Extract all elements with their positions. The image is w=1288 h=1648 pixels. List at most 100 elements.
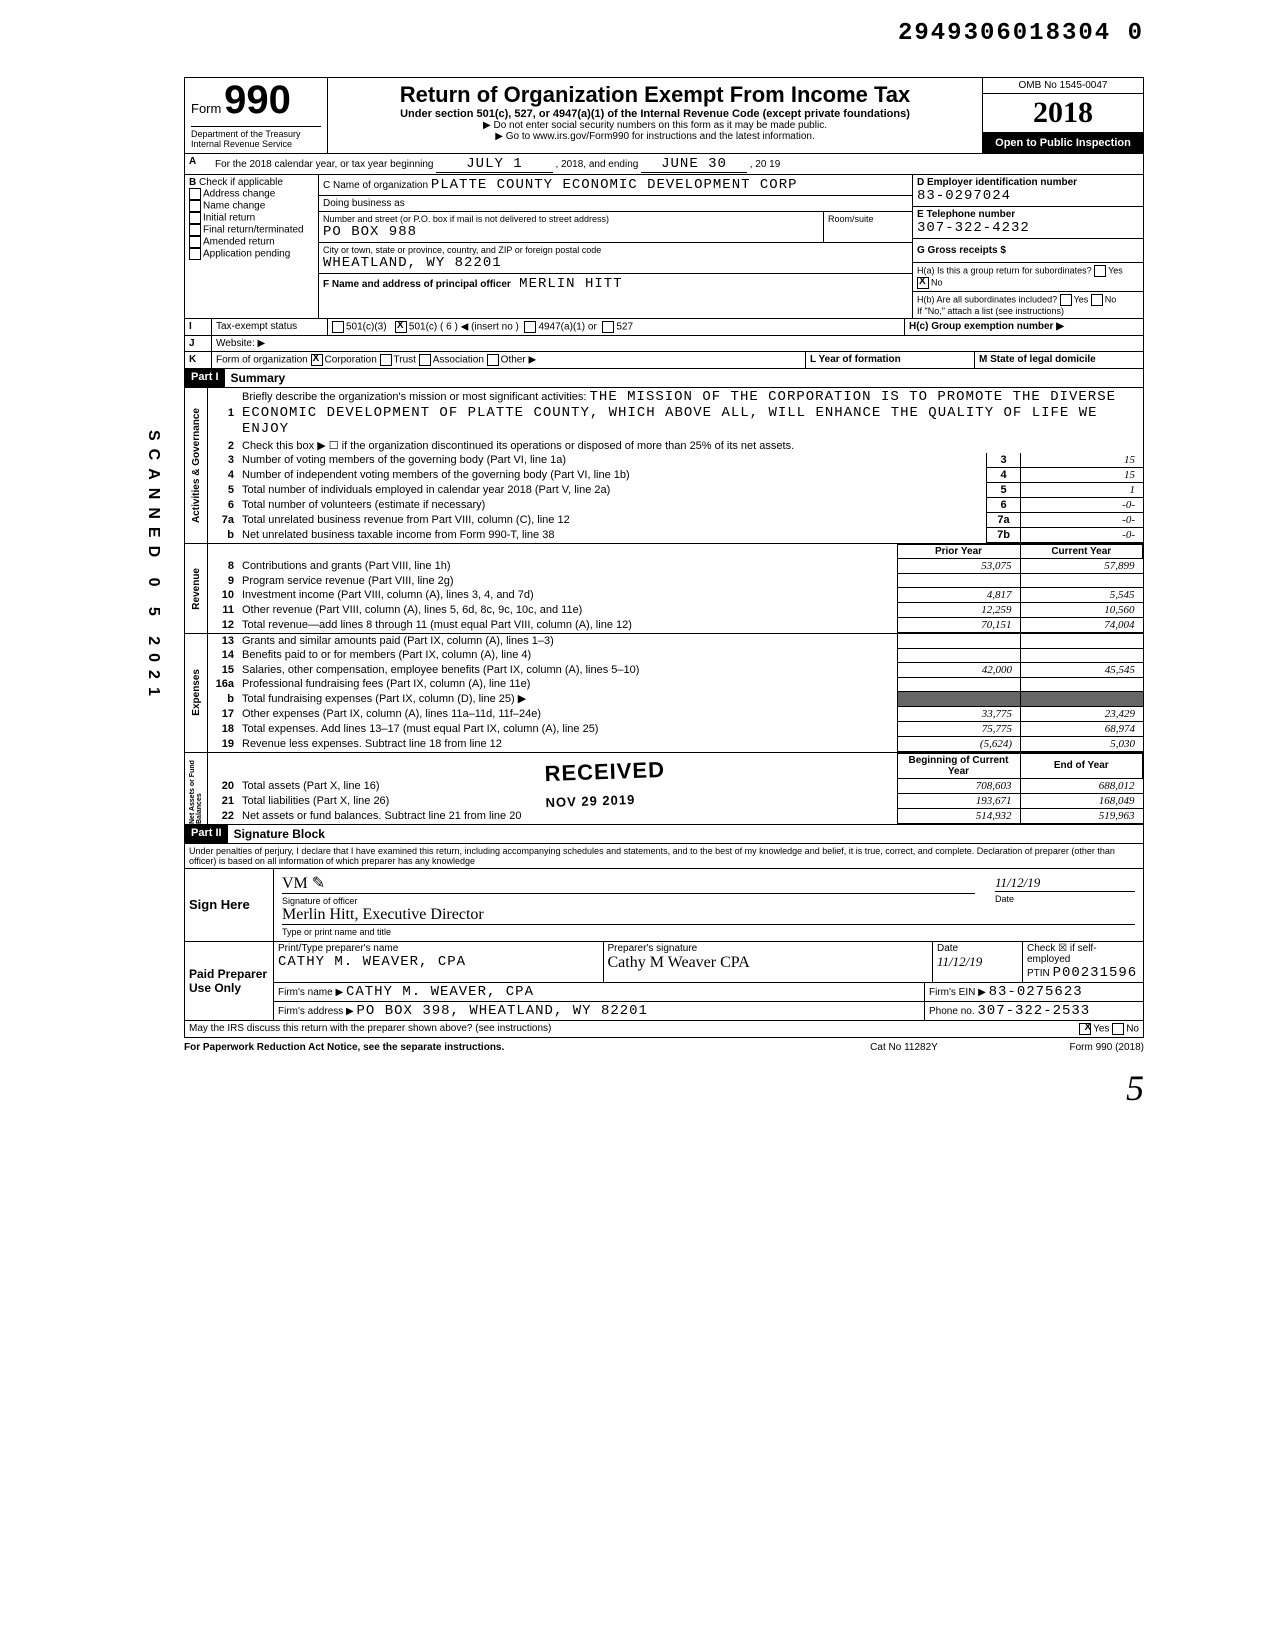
part2-title: Signature Block bbox=[228, 825, 331, 843]
chk-trust[interactable] bbox=[380, 354, 392, 366]
exp19: Revenue less expenses. Subtract line 18 … bbox=[238, 736, 898, 751]
sig-name-label: Type or print name and title bbox=[282, 927, 1135, 937]
ptin-lbl: PTIN bbox=[1027, 968, 1050, 979]
street-label: Number and street (or P.O. box if mail i… bbox=[323, 214, 819, 224]
hb-no[interactable] bbox=[1091, 294, 1103, 306]
officer-signature: VM ✎ bbox=[282, 873, 325, 893]
part2-header: Part II Signature Block bbox=[184, 825, 1144, 844]
exp15p: 42,000 bbox=[898, 662, 1021, 677]
lbl-corp: Corporation bbox=[325, 355, 377, 366]
hb-yes[interactable] bbox=[1060, 294, 1072, 306]
received-stamp: RECEIVED NOV 29 2019 bbox=[544, 756, 666, 812]
ha-yes[interactable] bbox=[1094, 265, 1106, 277]
p1-5: Total number of individuals employed in … bbox=[238, 483, 987, 498]
firm-name-lbl: Firm's name ▶ bbox=[278, 987, 343, 998]
p1-2: Check this box ▶ ☐ if the organization d… bbox=[238, 438, 1143, 453]
l-label: L Year of formation bbox=[810, 354, 901, 365]
net20c: 688,012 bbox=[1020, 778, 1143, 793]
form-title: Return of Organization Exempt From Incom… bbox=[332, 82, 978, 108]
chk-501c3[interactable] bbox=[332, 321, 344, 333]
exp15c: 45,545 bbox=[1021, 662, 1144, 677]
exp13: Grants and similar amounts paid (Part IX… bbox=[238, 634, 898, 648]
sig-date-label: Date bbox=[995, 894, 1135, 904]
chk-address-change[interactable] bbox=[189, 188, 201, 200]
form-header: Form 990 Department of the Treasury Inte… bbox=[184, 77, 1144, 154]
p1-3: Number of voting members of the governin… bbox=[238, 453, 987, 468]
p1-6v: -0- bbox=[1021, 498, 1144, 513]
form-subtitle: Under section 501(c), 527, or 4947(a)(1)… bbox=[332, 108, 978, 120]
chk-other[interactable] bbox=[487, 354, 499, 366]
exp19p: (5,624) bbox=[898, 736, 1021, 751]
exp16a: Professional fundraising fees (Part IX, … bbox=[238, 677, 898, 691]
footer-row: For Paperwork Reduction Act Notice, see … bbox=[184, 1038, 1144, 1057]
chk-initial-return[interactable] bbox=[189, 212, 201, 224]
irs-no[interactable] bbox=[1112, 1023, 1124, 1035]
side-expenses: Expenses bbox=[191, 669, 202, 716]
lbl-other: Other ▶ bbox=[501, 355, 536, 366]
e-label: E Telephone number bbox=[917, 209, 1139, 220]
part1-title: Summary bbox=[225, 369, 292, 387]
chk-assoc[interactable] bbox=[419, 354, 431, 366]
sign-here-block: Sign Here VM ✎ Signature of officer 11/1… bbox=[184, 869, 1144, 942]
lbl-assoc: Association bbox=[433, 355, 484, 366]
street-value: PO BOX 988 bbox=[323, 224, 819, 240]
chk-final-return[interactable] bbox=[189, 224, 201, 236]
chk-app-pending[interactable] bbox=[189, 248, 201, 260]
year-20: , 20 19 bbox=[750, 159, 781, 170]
rev8c: 57,899 bbox=[1020, 559, 1143, 574]
net21c: 168,049 bbox=[1020, 793, 1143, 808]
prep-name-lbl: Print/Type preparer's name bbox=[278, 943, 398, 954]
paperwork-notice: For Paperwork Reduction Act Notice, see … bbox=[184, 1042, 824, 1053]
lbl-amended: Amended return bbox=[203, 237, 275, 248]
hb-label: H(b) Are all subordinates included? bbox=[917, 294, 1057, 304]
note-ssn: ▶ Do not enter social security numbers o… bbox=[332, 120, 978, 131]
section-expenses: Expenses 13Grants and similar amounts pa… bbox=[184, 634, 1144, 753]
rev12c: 74,004 bbox=[1020, 618, 1143, 633]
lbl-name-change: Name change bbox=[203, 201, 265, 212]
rev10: Investment income (Part VIII, column (A)… bbox=[238, 588, 897, 603]
lbl-final-return: Final return/terminated bbox=[203, 225, 304, 236]
form-org-label: Form of organization bbox=[216, 355, 308, 366]
rev8: Contributions and grants (Part VIII, lin… bbox=[238, 559, 897, 574]
lbl-address-change: Address change bbox=[203, 189, 275, 200]
chk-corp[interactable] bbox=[311, 354, 323, 366]
chk-4947[interactable] bbox=[524, 321, 536, 333]
exp15: Salaries, other compensation, employee b… bbox=[238, 662, 898, 677]
sig-officer-label: Signature of officer bbox=[282, 896, 975, 906]
p1-3v: 15 bbox=[1021, 453, 1144, 468]
f-label: F Name and address of principal officer bbox=[323, 279, 511, 290]
net20p: 708,603 bbox=[897, 778, 1020, 793]
firm-addr: PO BOX 398, WHEATLAND, WY 82201 bbox=[357, 1003, 648, 1019]
p1-7b: Net unrelated business taxable income fr… bbox=[238, 528, 987, 543]
exp16ap bbox=[898, 677, 1021, 691]
omb-number: OMB No 1545-0047 bbox=[983, 78, 1143, 94]
lbl-app-pending: Application pending bbox=[203, 249, 290, 260]
p1-7bv: -0- bbox=[1021, 528, 1144, 543]
hc-label: H(c) Group exemption number ▶ bbox=[909, 321, 1064, 332]
lbl-501c3: 501(c)(3) bbox=[346, 322, 387, 333]
net21p: 193,671 bbox=[897, 793, 1020, 808]
section-activities: Activities & Governance 1Briefly describ… bbox=[184, 388, 1144, 544]
paid-preparer-block: Paid Preparer Use Only Print/Type prepar… bbox=[184, 942, 1144, 1021]
may-irs-row: May the IRS discuss this return with the… bbox=[184, 1021, 1144, 1038]
chk-name-change[interactable] bbox=[189, 200, 201, 212]
lbl-4947: 4947(a)(1) or bbox=[538, 322, 596, 333]
sig-name-value: Merlin Hitt, Executive Director bbox=[282, 906, 484, 924]
exp16ac bbox=[1021, 677, 1144, 691]
exp17c: 23,429 bbox=[1021, 706, 1144, 721]
chk-amended[interactable] bbox=[189, 236, 201, 248]
may-irs-text: May the IRS discuss this return with the… bbox=[185, 1021, 1015, 1037]
rev11c: 10,560 bbox=[1020, 603, 1143, 618]
city-value: WHEATLAND, WY 82201 bbox=[323, 255, 908, 271]
perjury-text: Under penalties of perjury, I declare th… bbox=[184, 844, 1144, 869]
irs-yes[interactable] bbox=[1079, 1023, 1091, 1035]
prior-year-head: Prior Year bbox=[897, 545, 1020, 559]
form-footer: Form 990 (2018) bbox=[984, 1042, 1144, 1053]
rev9: Program service revenue (Part VIII, line… bbox=[238, 574, 897, 588]
ha-no[interactable] bbox=[917, 277, 929, 289]
chk-527[interactable] bbox=[602, 321, 614, 333]
prep-signature: Cathy M Weaver CPA bbox=[608, 954, 750, 971]
d-label: D Employer identification number bbox=[917, 177, 1139, 188]
sign-here-label: Sign Here bbox=[185, 869, 274, 941]
chk-501c[interactable] bbox=[395, 321, 407, 333]
